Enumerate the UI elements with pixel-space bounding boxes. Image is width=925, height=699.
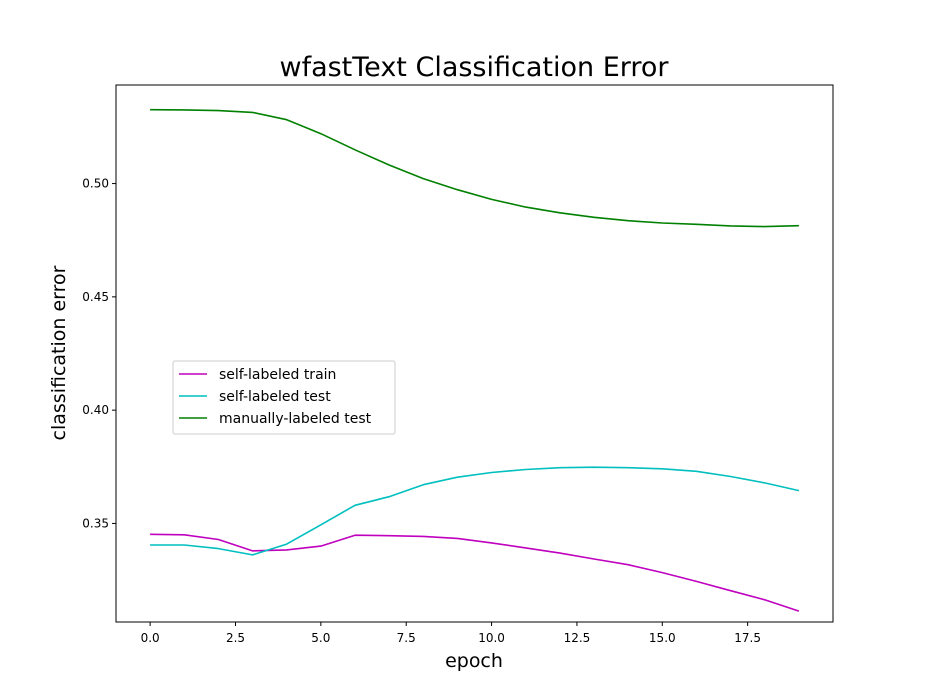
x-tick-label: 5.0 xyxy=(311,631,330,645)
x-axis: 0.0 2.5 5.0 7.5 10.0 12.5 15.0 17.5 xyxy=(141,622,761,645)
series-line-1 xyxy=(150,533,800,612)
legend-label: self-labeled test xyxy=(219,389,331,405)
plot-frame xyxy=(115,84,834,623)
series-line-2 xyxy=(150,466,800,556)
y-tick-label: 0.45 xyxy=(82,290,109,304)
x-tick-label: 7.5 xyxy=(397,631,416,645)
x-tick-label: 15.0 xyxy=(649,631,676,645)
x-tick-label: 12.5 xyxy=(564,631,591,645)
series-group xyxy=(150,108,800,612)
x-tick-label: 10.0 xyxy=(478,631,505,645)
legend-label: manually-labeled test xyxy=(219,411,372,427)
x-tick-label: 17.5 xyxy=(734,631,761,645)
legend: self-labeled train self-labeled test manua… xyxy=(172,360,396,435)
y-tick-label: 0.40 xyxy=(82,403,109,417)
y-tick-label: 0.50 xyxy=(82,177,109,191)
legend-box xyxy=(172,360,396,435)
x-tick-label: 2.5 xyxy=(226,631,245,645)
y-axis-title: classification error xyxy=(48,265,70,440)
series-line-3 xyxy=(150,108,799,228)
legend-label: self-labeled train xyxy=(219,367,336,383)
chart-title: wfastText Classification Error xyxy=(279,52,669,83)
y-axis: 0.35 0.40 0.45 0.50 xyxy=(82,177,116,530)
plot-area xyxy=(115,84,834,623)
x-axis-title: epoch xyxy=(445,650,503,672)
x-tick-label: 0.0 xyxy=(141,631,160,645)
y-tick-label: 0.35 xyxy=(82,516,109,530)
